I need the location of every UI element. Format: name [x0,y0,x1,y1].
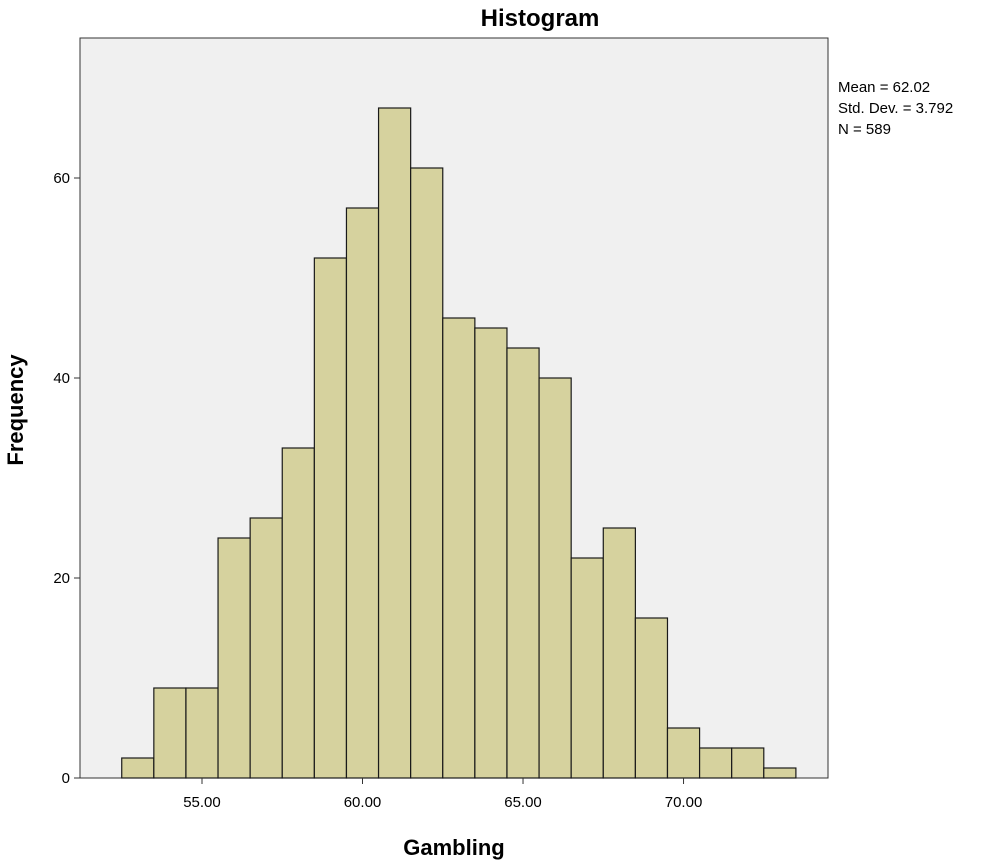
histogram-bar [410,167,444,779]
x-tick-label: 55.00 [183,794,221,811]
x-tick-label: 65.00 [504,794,542,811]
histogram-bar [313,257,348,779]
y-tick-label: 0 [62,770,70,787]
histogram-bar [345,207,380,779]
histogram-bar [185,687,219,779]
histogram-bar [570,557,604,779]
histogram-bar [666,727,701,779]
histogram-bar [474,327,508,779]
y-axis-title: Frequency [3,354,28,466]
statistics-box: Mean = 62.02 Std. Dev. = 3.792 N = 589 [838,79,953,138]
x-axis: 55.00 60.00 65.00 70.00 [183,778,702,811]
histogram-bar [634,617,669,779]
histogram-bar [281,447,315,779]
bars-group [121,107,797,779]
histogram-bar [538,377,572,779]
histogram-bar [217,537,251,779]
histogram-bar [121,757,155,779]
y-tick-label: 20 [53,570,70,587]
histogram-bar [698,747,733,779]
y-axis: 0 20 40 60 [53,170,80,787]
histogram-bar [153,687,187,779]
histogram-bar [249,517,283,779]
histogram-bar [506,347,540,779]
stat-std-dev: Std. Dev. = 3.792 [838,100,953,117]
histogram-bar [377,107,412,779]
histogram-bar [602,527,636,779]
chart-title: Histogram [481,5,600,32]
stat-mean: Mean = 62.02 [838,79,930,96]
histogram-bar [731,747,765,779]
y-tick-label: 40 [53,370,70,387]
x-axis-title: Gambling [403,835,504,860]
x-tick-label: 70.00 [665,794,703,811]
histogram-bar [442,317,476,779]
stat-n: N = 589 [838,121,891,138]
histogram-bar [763,767,797,779]
y-tick-label: 60 [53,170,70,187]
x-tick-label: 60.00 [344,794,382,811]
